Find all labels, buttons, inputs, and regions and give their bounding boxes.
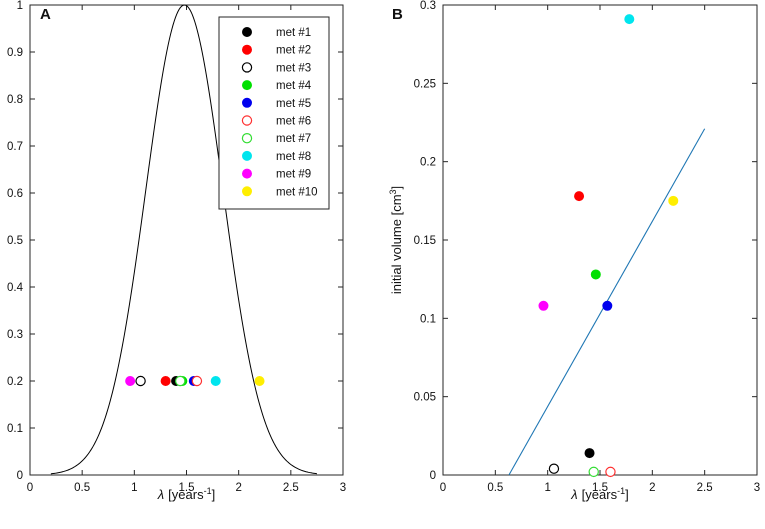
y-tick-label: 0.7 <box>7 141 23 153</box>
legend-marker <box>241 62 253 73</box>
legend-entry: met #4 <box>241 80 312 92</box>
point-met-8 <box>624 14 635 25</box>
y-tick-label: 0 <box>17 470 23 482</box>
y-axis-label: initial volume [cm3] <box>388 186 404 294</box>
point-met-6 <box>191 375 203 387</box>
x-tick-label: 2 <box>235 482 241 494</box>
legend-marker <box>241 132 253 144</box>
y-tick-label: 0.6 <box>7 188 23 200</box>
point-met-1 <box>584 448 595 459</box>
y-tick-label: 1 <box>17 0 23 12</box>
point-met-3 <box>135 375 146 387</box>
axes-frame <box>442 4 758 476</box>
legend-label: met #10 <box>276 186 318 198</box>
point-met-7 <box>588 466 599 478</box>
x-tick-label: 0.5 <box>74 482 90 494</box>
point-met-10 <box>254 375 265 386</box>
legend-entry: met #2 <box>241 44 311 57</box>
density-curve <box>50 4 317 475</box>
point-met-9 <box>538 300 549 311</box>
legend-label: met #2 <box>276 45 311 57</box>
y-tick-label: 0.1 <box>420 313 436 325</box>
x-axis-label: λ [years-1] <box>570 486 628 502</box>
legend-entry: met #5 <box>241 97 311 110</box>
x-tick-label: 0 <box>440 482 446 494</box>
panel-label-a: A <box>40 6 51 23</box>
legend-label: met #8 <box>276 151 311 163</box>
legend-entry: met #6 <box>241 115 311 128</box>
point-met-9 <box>125 375 136 386</box>
legend: met #1 met #2 met #3 met #4 met #5 met #6 met … <box>218 16 330 210</box>
y-tick-label: 0 <box>430 470 436 482</box>
legend-marker <box>241 150 252 161</box>
y-tick-label: 0.5 <box>7 235 23 247</box>
point-met-5 <box>602 300 613 311</box>
y-tick-label: 0.1 <box>7 423 23 435</box>
x-tick-label: 2.5 <box>697 482 713 494</box>
point-met-2 <box>574 191 585 202</box>
legend-label: met #9 <box>276 169 311 181</box>
x-tick-label: 1 <box>131 482 137 494</box>
x-tick-label: 2 <box>649 482 655 494</box>
point-met-6 <box>605 466 616 478</box>
panel-label-b: B <box>392 6 403 23</box>
y-tick-label: 0.05 <box>414 392 436 404</box>
legend-label: met #5 <box>276 98 311 110</box>
legend-entry: met #1 <box>241 26 311 39</box>
x-tick-label: 3 <box>340 482 346 494</box>
y-tick-label: 0.2 <box>420 157 436 169</box>
point-met-7 <box>175 375 186 387</box>
y-tick-label: 0.25 <box>414 78 436 90</box>
legend-entry: met #10 <box>241 186 318 198</box>
legend-entry: met #7 <box>241 132 311 145</box>
y-tick-label: 0.9 <box>7 47 23 59</box>
legend-marker <box>241 186 252 197</box>
x-tick-label: 2.5 <box>283 482 299 494</box>
x-tick-label: 1 <box>544 482 550 494</box>
x-tick-label: 1.5 <box>592 482 608 494</box>
x-tick-label: 3 <box>754 482 760 494</box>
legend-entry: met #3 <box>241 62 311 74</box>
point-met-4 <box>590 269 601 280</box>
legend-entry: met #8 <box>241 150 311 163</box>
point-met-2 <box>160 375 171 386</box>
point-met-3 <box>548 463 560 474</box>
legend-marker <box>241 44 252 55</box>
panel-b: 0 0.5 1 1.5 2 2.5 3 0 0.05 0.1 0.15 0.2 0.25 0.3 Binit… <box>388 0 760 502</box>
legend-label: met #7 <box>276 133 311 145</box>
point-met-8 <box>210 375 221 386</box>
legend-marker <box>241 97 252 108</box>
legend-label: met #4 <box>276 80 312 92</box>
legend-label: met #1 <box>276 27 311 39</box>
y-tick-label: 0.15 <box>414 235 436 247</box>
x-axis-label: λ [years-1] <box>157 486 215 502</box>
y-tick-label: 0.4 <box>7 282 24 294</box>
point-met-10 <box>668 195 679 206</box>
legend-marker <box>241 115 253 126</box>
legend-marker <box>241 80 252 91</box>
legend-entry: met #9 <box>241 168 311 181</box>
legend-marker <box>241 168 252 179</box>
y-tick-label: 0.8 <box>7 94 23 106</box>
y-tick-label: 0.3 <box>420 0 436 12</box>
legend-box <box>218 16 330 210</box>
x-tick-label: 1.5 <box>179 482 195 494</box>
y-tick-label: 0.3 <box>7 329 23 341</box>
x-tick-label: 0.5 <box>487 482 503 494</box>
legend-marker <box>241 26 252 37</box>
y-tick-label: 0.2 <box>7 376 23 388</box>
panel-a: 0 0.5 1 1.5 2 2.5 3 0 0.1 0.2 0.3 0.4 0.5 0.6 0.7 0.8 0.… <box>7 0 346 502</box>
x-tick-label: 0 <box>27 482 33 494</box>
legend-label: met #6 <box>276 116 311 128</box>
legend-label: met #3 <box>276 62 311 74</box>
